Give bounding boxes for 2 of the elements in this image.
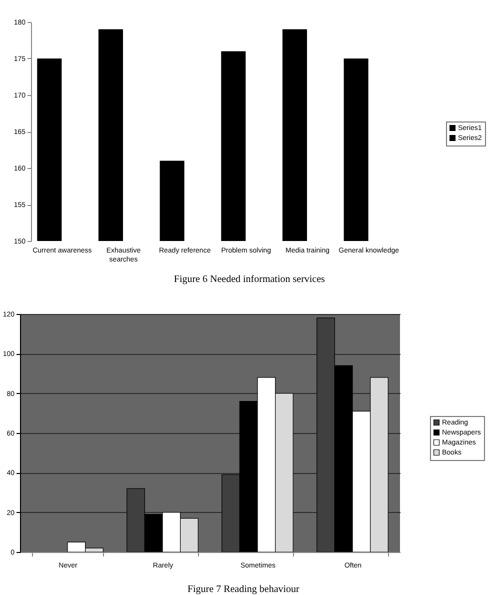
text: Figure 6 Needed information services xyxy=(174,274,326,285)
text: Figure 7 Reading behaviour xyxy=(187,584,300,595)
